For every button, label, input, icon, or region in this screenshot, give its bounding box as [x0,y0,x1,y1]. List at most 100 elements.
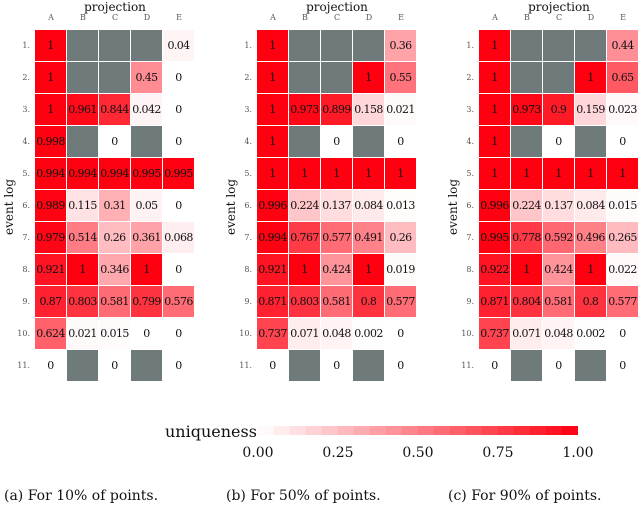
heatmap-cell: 1 [479,62,510,93]
heatmap-cell: 0.042 [131,94,162,125]
heatmap-cell: 0.799 [131,286,162,317]
heatmap-cell: 0 [543,126,574,157]
row-label: 8. [466,265,474,274]
heatmap-cell: 1 [543,158,574,189]
heatmap-cell: 0.05 [131,190,162,221]
heatmap-cell: 0 [321,126,352,157]
heatmap-cell: 0.581 [543,286,574,317]
heatmap-cell: 0.871 [479,286,510,317]
heatmap-cell [575,126,606,157]
heatmap-cell: 1 [257,62,288,93]
colorbar-tick-label: 0.00 [242,445,274,461]
chart-title: projection [84,0,146,14]
heatmap-cell: 0.115 [67,190,98,221]
heatmap-cell: 0.994 [67,158,98,189]
heatmap-cell: 0.994 [99,158,130,189]
heatmap-cell: 0 [163,62,194,93]
heatmap-cell: 0.44 [607,30,638,61]
heatmap-cell [67,126,98,157]
heatmap-cell: 0.002 [575,318,606,349]
heatmap-cell: 0.922 [479,254,510,285]
heatmap-cell: 0.994 [257,222,288,253]
colorbar-step [530,426,546,435]
heatmap-cell: 0.265 [607,222,638,253]
heatmap-cell: 1 [257,30,288,61]
heatmap-cell: 0.514 [67,222,98,253]
heatmap-cell: 0.871 [257,286,288,317]
heatmap-cell: 0.973 [511,94,542,125]
heatmap-cell: 0.068 [163,222,194,253]
heatmap-cell [289,350,320,381]
heatmap-cell: 0.019 [385,254,416,285]
colorbar-step [514,426,530,435]
heatmap-cell: 0.021 [385,94,416,125]
heatmap-cell: 1 [257,158,288,189]
heatmap-cell: 0.844 [99,94,130,125]
column-label: B [80,13,86,22]
row-label: 7. [244,233,252,242]
heatmap-cell: 0.55 [385,62,416,93]
row-label: 8. [22,265,30,274]
heatmap-cell: 0.921 [257,254,288,285]
row-label: 11. [461,361,474,370]
colorbar-step [274,426,290,435]
colorbar-step [370,426,386,435]
row-label: 6. [466,201,474,210]
heatmap-cell: 0.592 [543,222,574,253]
row-label: 5. [466,169,474,178]
heatmap-cell [131,350,162,381]
y-axis-label: event log [2,178,16,235]
column-label: B [524,13,530,22]
heatmap-cell [575,350,606,381]
heatmap-cell [353,126,384,157]
heatmap-cell [511,126,542,157]
row-label: 5. [22,169,30,178]
heatmap-cell: 0.002 [353,318,384,349]
figure-caption: (b) For 50% of points. [226,488,381,504]
heatmap-cell: 0.158 [353,94,384,125]
heatmap-cell [353,350,384,381]
heatmap-cell: 0.04 [163,30,194,61]
column-label: C [111,13,119,22]
heatmap-cell: 0.9 [543,94,574,125]
heatmap-cell [289,62,320,93]
row-label: 1. [466,41,474,50]
heatmap-cell: 0.998 [35,126,66,157]
heatmap-cell: 0.424 [543,254,574,285]
column-label: C [333,13,341,22]
heatmap-cell [67,350,98,381]
heatmap-cell: 1 [257,126,288,157]
colorbar-step [338,426,354,435]
row-label: 7. [22,233,30,242]
colorbar-step [386,426,402,435]
heatmap-cell: 0.577 [385,286,416,317]
row-label: 1. [244,41,252,50]
heatmap-cell: 0.496 [575,222,606,253]
heatmap-cell: 1 [575,254,606,285]
heatmap-cell: 0.084 [575,190,606,221]
heatmap-cell: 0.26 [385,222,416,253]
figure-caption: (a) For 10% of points. [4,488,159,504]
heatmap-cell: 0.804 [511,286,542,317]
heatmap-cell: 0.581 [321,286,352,317]
column-label: A [48,13,54,22]
heatmap-cell: 0.022 [607,254,638,285]
colorbar-step [258,426,274,435]
heatmap-cell: 0.071 [511,318,542,349]
row-label: 4. [244,137,252,146]
heatmap-cell: 0 [163,126,194,157]
heatmap-cell: 0.737 [257,318,288,349]
colorbar-step [290,426,306,435]
heatmap-cell: 0 [385,126,416,157]
heatmap-cell: 0.361 [131,222,162,253]
heatmap-cell [575,30,606,61]
heatmap-cell [543,30,574,61]
heatmap-cell: 0 [257,350,288,381]
colorbar-step [434,426,450,435]
row-label: 9. [22,297,30,306]
colorbar-step [418,426,434,435]
heatmap-cell: 0 [479,350,510,381]
heatmap-cell [511,350,542,381]
heatmap-cell: 0.803 [289,286,320,317]
heatmap-cell: 0.224 [289,190,320,221]
